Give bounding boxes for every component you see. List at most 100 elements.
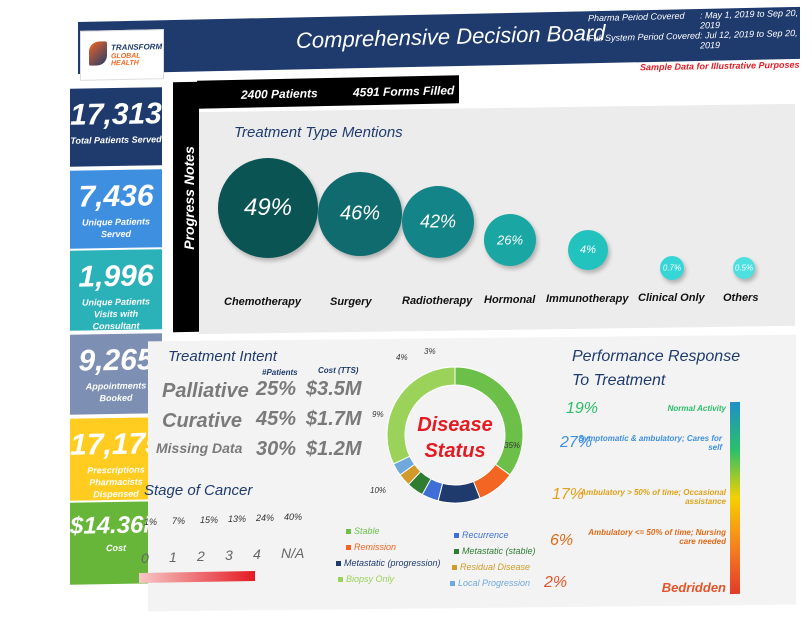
legend-item: Local Progression [450, 578, 530, 588]
performance-gradient-bar [730, 401, 740, 595]
kpi-tile: 1,996 Unique Patients Visits with Consult… [70, 249, 162, 331]
performance-pct: 17% [552, 486, 585, 503]
legend-swatch [336, 561, 341, 566]
treatment-type-title: Treatment Type Mentions [234, 124, 403, 141]
legend-item: Stable [346, 526, 380, 536]
legend-item: Remission [346, 542, 396, 552]
col-cost-header: Cost (TTS) [318, 366, 359, 375]
treatment-pct: 0.7% [662, 263, 682, 273]
stage-label: 3 [225, 547, 233, 563]
legend-swatch [346, 545, 351, 550]
legend-swatch [454, 549, 459, 554]
kpi-value: 17,313 [70, 97, 162, 132]
treatment-label: Hormonal [484, 294, 536, 306]
stage-pct: 13% [228, 514, 247, 524]
treatment-bubble: 42% [402, 186, 474, 258]
performance-title-line1: Performance Response [572, 348, 741, 365]
donut-slice [437, 480, 481, 504]
treatment-bubble: 46% [318, 172, 402, 256]
intent-cost: $3.5M [306, 378, 362, 400]
progress-notes-summary: 2400 Patients 4591 Forms Filled [197, 75, 459, 109]
treatment-pct: 42% [419, 211, 457, 232]
stage-pct: 7% [172, 516, 186, 526]
treatment-intent-title: Treatment Intent [168, 348, 277, 365]
logo-line2: GLOBAL HEALTH [111, 52, 141, 68]
stage-label: 2 [197, 548, 205, 564]
treatment-label: Immunotherapy [546, 293, 629, 305]
stage-pct: 24% [256, 513, 275, 523]
legend-item: Residual Disease [452, 562, 530, 572]
treatment-label: Others [723, 292, 759, 304]
legend-text: Stable [354, 526, 380, 536]
disease-status-donut: Disease Status [386, 366, 524, 504]
kpi-label: Unique Patients Visits with Consultant [81, 296, 150, 332]
legend-text: Metastatic (progression) [344, 558, 441, 568]
legend-text: Local Progression [458, 578, 531, 588]
treatment-label: Chemotherapy [224, 296, 302, 308]
performance-pct: 19% [566, 400, 599, 417]
donut-pct-label: 35% [504, 441, 521, 450]
performance-label: Normal Activity [667, 404, 726, 413]
intent-name: Palliative [162, 380, 249, 402]
donut-pct-label: 9% [372, 410, 384, 419]
donut-pct-label: 3% [424, 347, 436, 356]
stage-label: 0 [141, 550, 149, 566]
legend-item: Biopsy Only [338, 574, 394, 584]
treatment-label: Clinical Only [638, 292, 705, 304]
treatment-pct: 49% [243, 194, 293, 221]
legend-text: Residual Disease [460, 562, 531, 572]
treatment-bubble: 26% [484, 214, 536, 266]
donut-center-line1: Disease [417, 414, 493, 436]
legend-item: Metastatic (progression) [336, 558, 441, 568]
treatment-pct: 46% [339, 202, 381, 225]
performance-pct: 6% [550, 532, 574, 549]
donut-center-line2: Status [424, 440, 485, 462]
treatment-bubble: 4% [568, 230, 608, 270]
intent-pct: 25% [256, 378, 297, 400]
donut-pct-label: 4% [396, 353, 408, 362]
treatment-pct: 4% [580, 244, 596, 256]
performance-label: Ambulatory > 50% of time; Occasional ass… [580, 488, 726, 506]
legend-text: Metastatic (stable) [462, 546, 536, 556]
treatment-pct: 26% [496, 232, 524, 248]
donut-pct-label: 10% [370, 486, 387, 495]
progress-notes-label: Progress Notes [181, 146, 197, 250]
performance-pct: 2% [544, 574, 568, 591]
stage-pct: 1% [144, 517, 158, 527]
kpi-label: Unique Patients Served [81, 216, 150, 240]
kpi-value: 1,996 [78, 259, 154, 294]
kpi-value: 7,436 [78, 179, 154, 214]
intent-name: Missing Data [156, 440, 243, 456]
system-period-value: : Jul 12, 2019 to Sep 20, 2019 [700, 27, 798, 51]
legend-swatch [338, 577, 343, 582]
stage-label: 1 [169, 549, 177, 565]
treatment-bubble: 0.5% [733, 257, 755, 279]
treatment-label: Radiotherapy [402, 295, 473, 307]
performance-label: Ambulatory <= 50% of time; Nursing care … [588, 528, 726, 546]
performance-label: Symptomatic & ambulatory; Cares for self [578, 434, 722, 452]
performance-pct: 27% [560, 434, 593, 451]
forms-count: 4591 Forms Filled [353, 83, 455, 100]
legend-item: Metastatic (stable) [454, 546, 536, 556]
intent-cost: $1.2M [306, 438, 362, 460]
stage-of-cancer-title: Stage of Cancer [144, 482, 253, 499]
intent-pct: 30% [256, 438, 297, 460]
legend-swatch [452, 565, 457, 570]
logo-line1: TRANSFORM [111, 42, 163, 53]
treatment-label: Surgery [330, 296, 372, 308]
treatment-bubble: 0.7% [660, 256, 684, 280]
sample-note: Sample Data for Illustrative Purposes [640, 59, 800, 73]
patients-count: 2400 Patients [241, 86, 318, 102]
legend-text: Recurrence [462, 530, 509, 540]
stage-pct: 40% [284, 512, 303, 522]
legend-swatch [450, 581, 455, 586]
kpi-label: Total Patients Served [70, 134, 162, 146]
donut-slice [386, 366, 456, 465]
stage-label: N/A [281, 545, 305, 561]
logo-icon [89, 41, 107, 66]
stage-label: 4 [253, 546, 261, 562]
legend-item: Recurrence [454, 530, 509, 540]
intent-pct: 45% [256, 408, 297, 430]
stage-gradient-bar [139, 570, 255, 584]
